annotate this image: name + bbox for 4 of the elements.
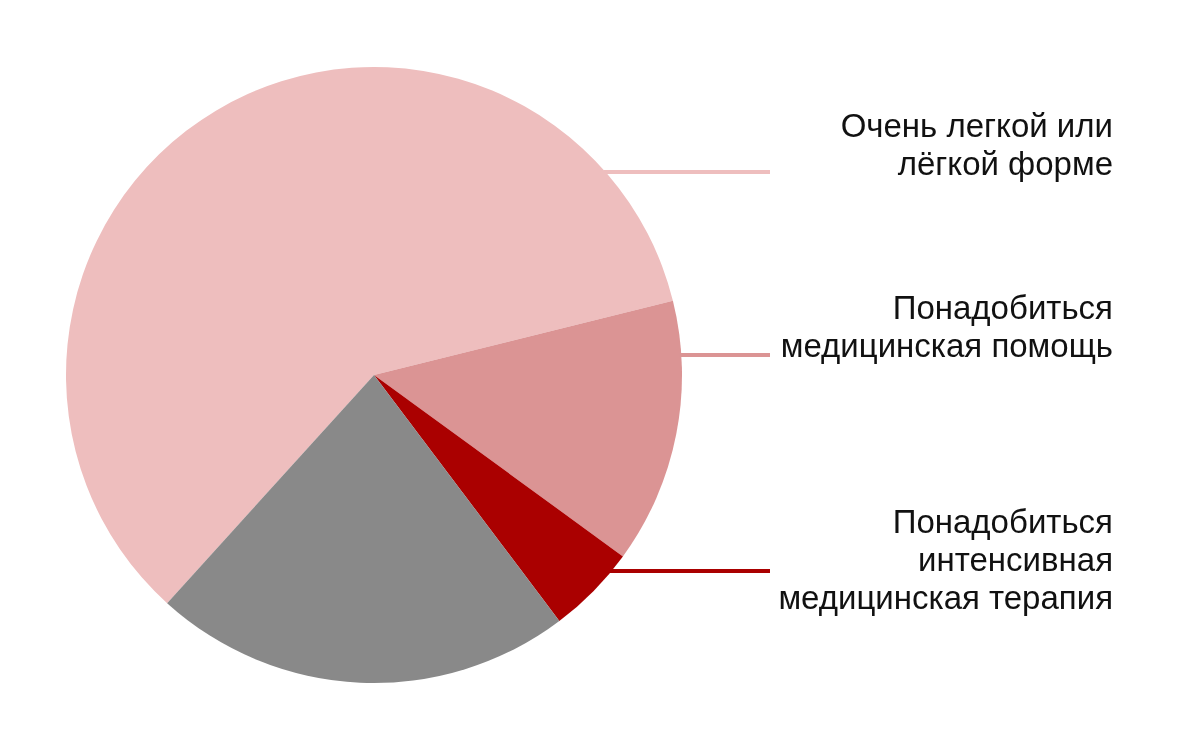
slice-label: Очень легкой или лёгкой форме bbox=[840, 106, 1113, 182]
pie-slice bbox=[167, 375, 560, 683]
slice-label: Понадобиться интенсивная медицинская терапия bbox=[778, 502, 1113, 616]
slice-label: Понадобиться медицинская помощь bbox=[780, 288, 1113, 364]
